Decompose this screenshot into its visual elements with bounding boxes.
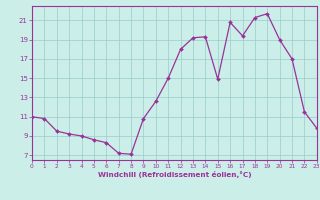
X-axis label: Windchill (Refroidissement éolien,°C): Windchill (Refroidissement éolien,°C) (98, 171, 251, 178)
